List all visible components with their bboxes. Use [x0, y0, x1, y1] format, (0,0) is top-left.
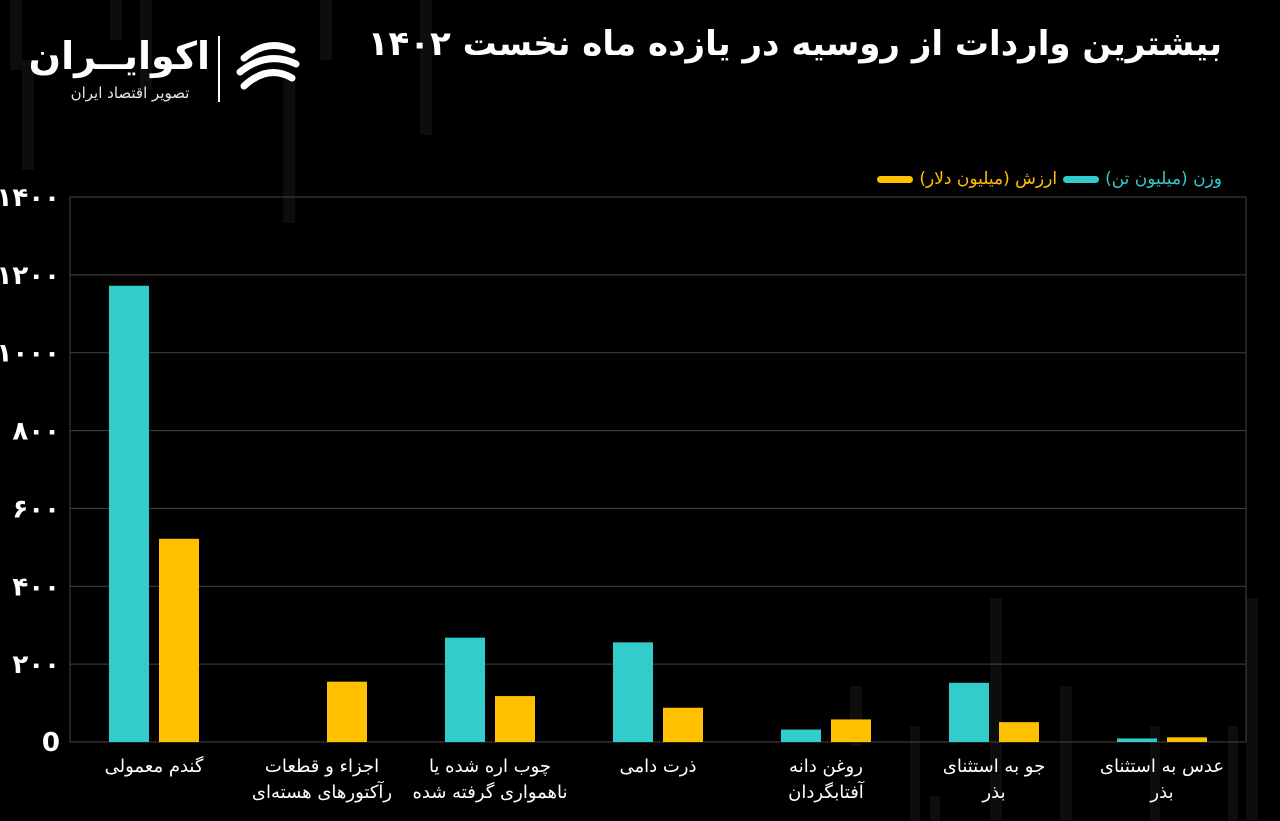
y-tick-label: ۸۰۰: [12, 417, 60, 447]
chart-title: بیشترین واردات از روسیه در یازده ماه نخس…: [367, 24, 1222, 64]
bar-weight: [445, 637, 485, 742]
bar-value: [159, 538, 199, 742]
x-category-label-line: جو به استثنای: [943, 756, 1045, 777]
legend-label-value: ارزش (میلیون دلار): [919, 169, 1058, 189]
x-category-label: اجزاء و قطعات رآکتورهای هسته‌ای: [252, 756, 392, 803]
logo: اکوایــران تصویر اقتصاد ایران: [28, 30, 320, 110]
x-category-label-line: بذر: [981, 782, 1005, 803]
bar-value: [495, 696, 535, 742]
logo-tagline: تصویر اقتصاد ایران: [70, 84, 190, 102]
y-tick-label: ۱۰۰۰: [0, 339, 60, 369]
logo-name: اکوایــران: [28, 34, 210, 78]
x-category-label-line: رآکتورهای هسته‌ای: [252, 780, 392, 803]
legend-item-weight: وزن (میلیون تن): [1063, 169, 1222, 189]
bar-weight: [781, 729, 821, 742]
legend-item-value: ارزش (میلیون دلار): [877, 169, 1057, 189]
bar-value: [999, 722, 1039, 742]
x-category-label: گندم معمولی: [105, 755, 204, 777]
x-category-label-line: گندم معمولی: [105, 755, 204, 777]
y-tick-label: ۶۰۰: [12, 494, 60, 524]
x-category-label: جو به استثنای بذر: [943, 756, 1045, 803]
legend-swatch-value: [877, 175, 914, 183]
y-tick-label: ۱۴۰۰: [0, 183, 60, 213]
bar-value: [327, 681, 367, 742]
plot-frame: [69, 196, 1247, 743]
bar-value: [663, 707, 703, 742]
x-category-label-line: اجزاء و قطعات: [265, 756, 379, 777]
y-tick-label: ۴۰۰: [12, 572, 60, 602]
x-category-label: ذرت دامی: [619, 756, 696, 777]
bar-weight: [1117, 738, 1157, 742]
y-tick-label: ۱۲۰۰: [0, 261, 60, 291]
x-category-label-line: بذر: [1149, 782, 1173, 803]
x-category-label: عدس به استثنای بذر: [1100, 756, 1224, 803]
y-tick-label: ۲۰۰: [12, 650, 60, 680]
brand-mark-icon: [236, 42, 300, 90]
bar-weight: [613, 642, 653, 742]
x-category-label-line: ناهمواری گرفته شده: [412, 781, 567, 803]
x-category-label-line: آفتابگردان: [788, 780, 865, 803]
bar-weight: [109, 285, 149, 742]
x-category-label-line: عدس به استثنای: [1100, 756, 1224, 777]
y-tick-label: 0: [42, 728, 60, 758]
logo-divider: [218, 36, 220, 102]
bar-value: [1167, 737, 1207, 742]
x-category-label: روغن دانه آفتابگردان: [788, 756, 865, 803]
legend: ارزش (میلیون دلار) وزن (میلیون تن): [877, 167, 1222, 191]
legend-label-weight: وزن (میلیون تن): [1105, 169, 1222, 189]
x-category-label: چوب اره شده یا ناهمواری گرفته شده: [412, 756, 567, 803]
x-category-label-line: روغن دانه: [789, 756, 863, 777]
bar-weight: [949, 682, 989, 742]
legend-swatch-weight: [1063, 175, 1100, 183]
bar-value: [831, 719, 871, 742]
x-category-label-line: چوب اره شده یا: [429, 756, 551, 777]
x-category-label-line: ذرت دامی: [619, 756, 696, 777]
